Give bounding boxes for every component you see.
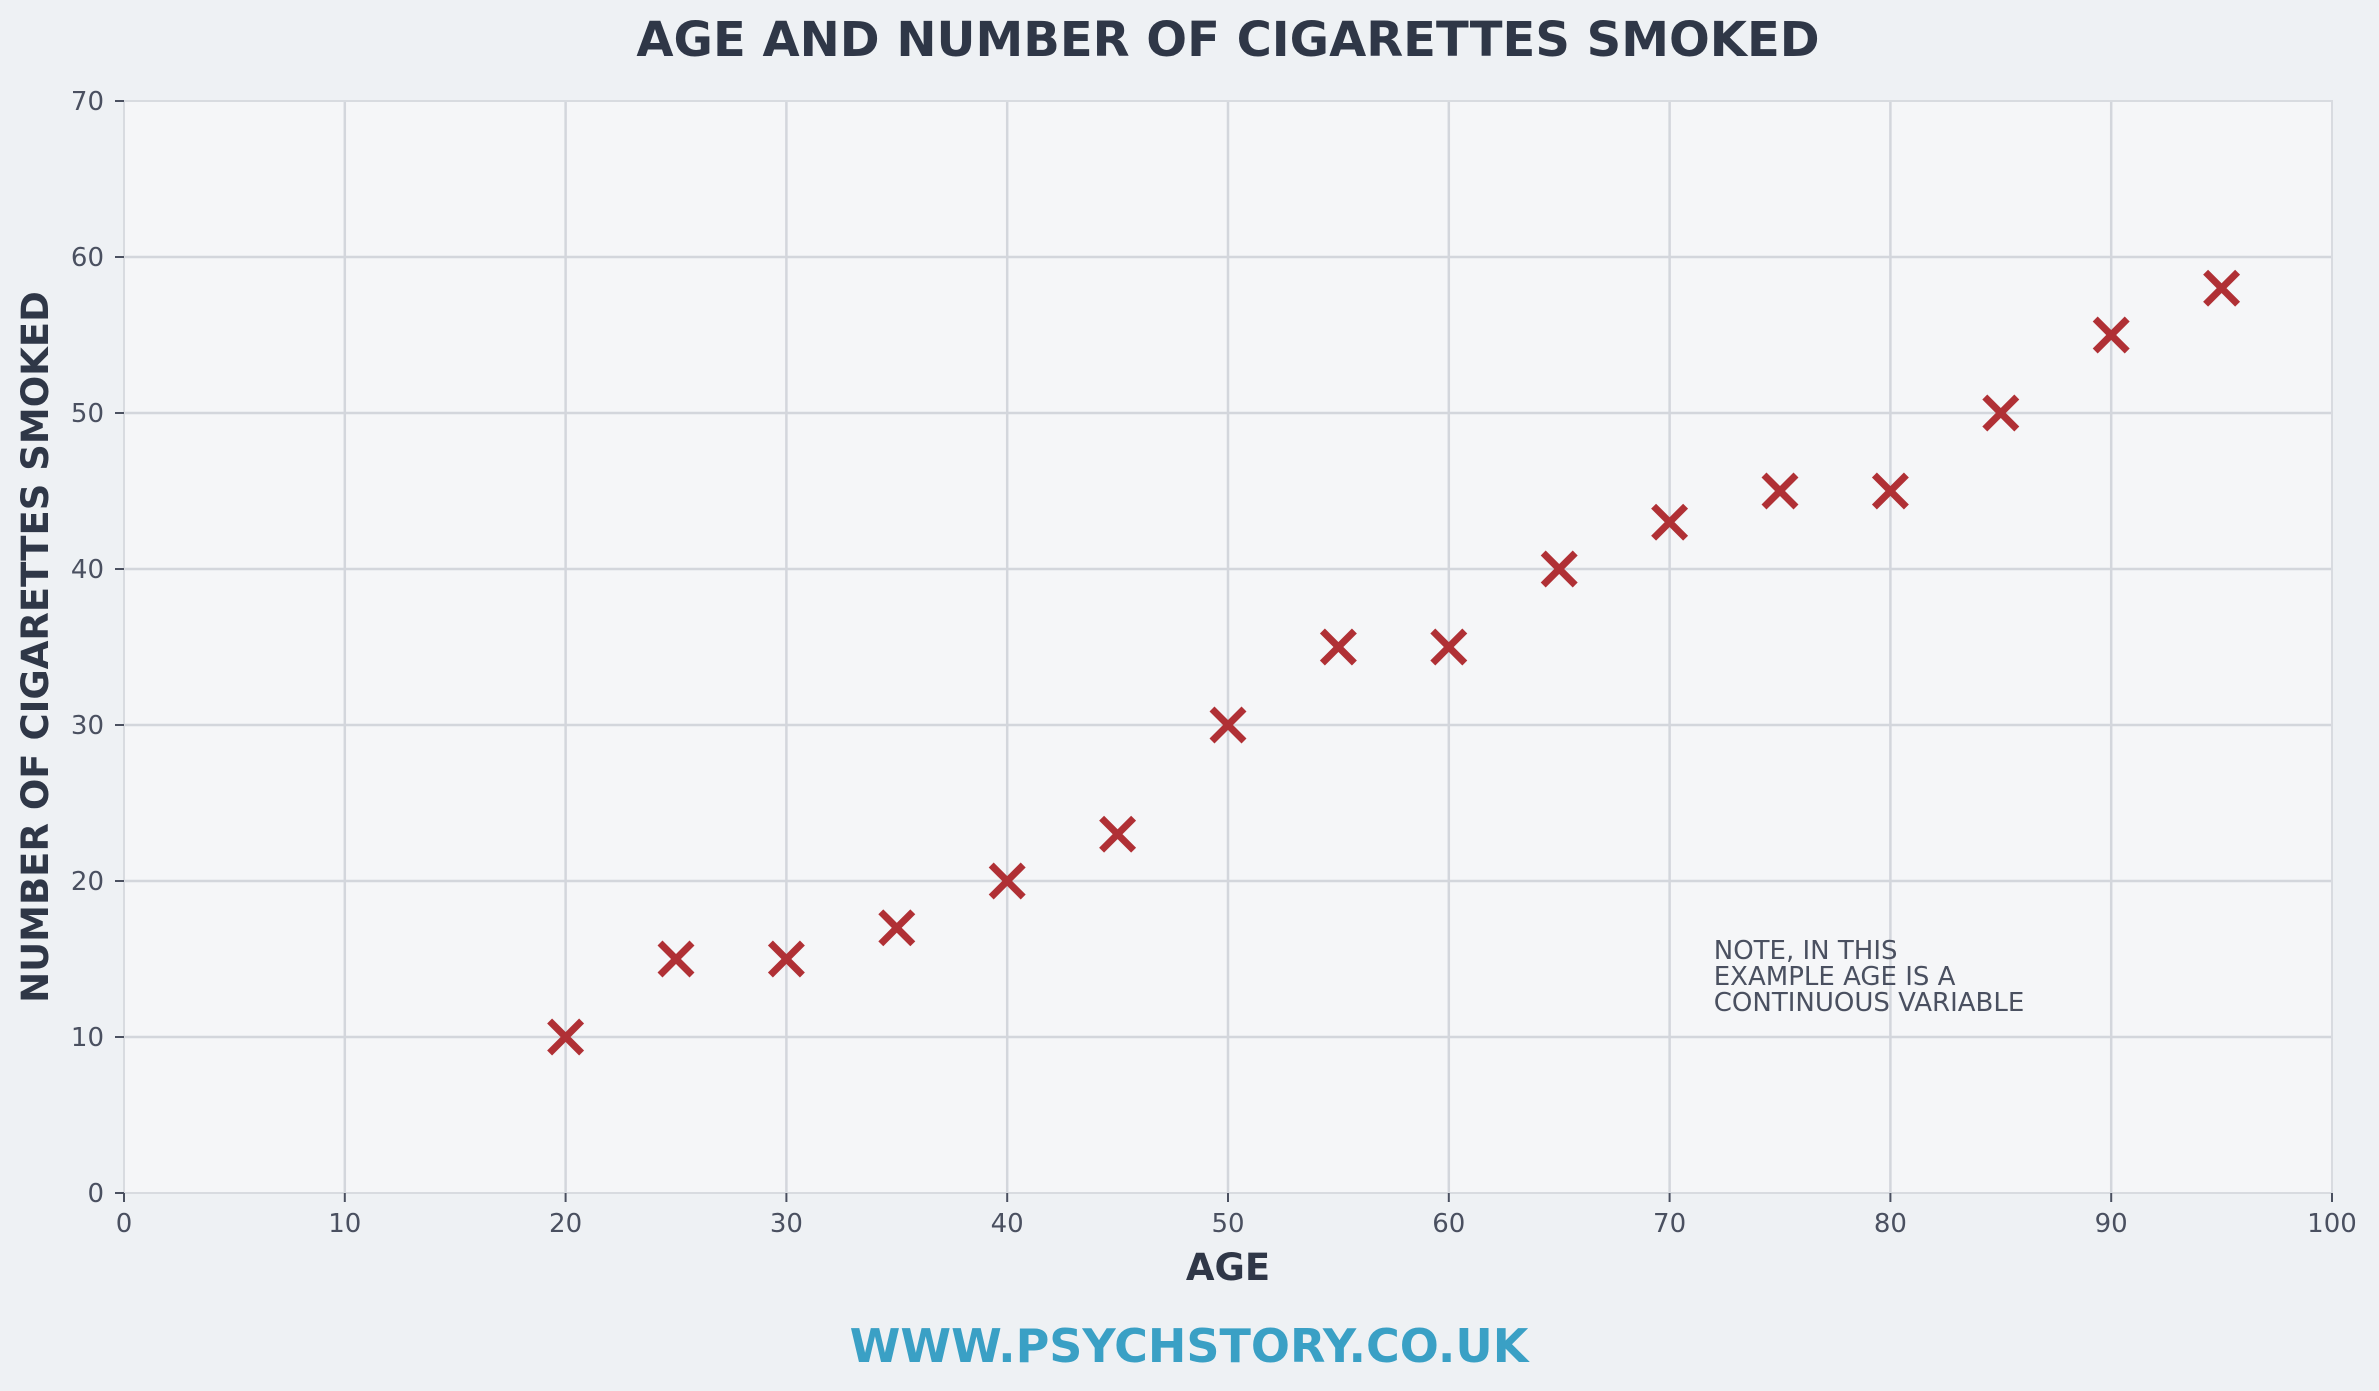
data-point-marker [2203, 269, 2241, 307]
x-tick-label: 20 [549, 1209, 582, 1239]
data-point-marker [1651, 503, 1689, 541]
y-tick-label: 0 [87, 1179, 104, 1209]
data-point-marker [988, 862, 1026, 900]
data-point-marker [1209, 706, 1247, 744]
x-tick-label: 0 [116, 1209, 133, 1239]
annotation-line: EXAMPLE AGE IS A [1714, 962, 1956, 992]
x-tick-label: 30 [770, 1209, 803, 1239]
y-tick-label: 40 [71, 555, 104, 585]
x-tick-label: 70 [1653, 1209, 1686, 1239]
x-tick-label: 80 [1874, 1209, 1907, 1239]
data-point-marker [1540, 550, 1578, 588]
y-tick-label: 10 [71, 1023, 104, 1053]
data-point-marker [547, 1018, 585, 1056]
data-point-marker [1871, 472, 1909, 510]
x-tick-label: 60 [1432, 1209, 1465, 1239]
y-tick-label: 20 [71, 867, 104, 897]
annotation-line: NOTE, IN THIS [1714, 936, 1898, 966]
axis-ticks: 0 10 20 30 40 50 60 70 80 90 100 0 10 20 30 40 50 60 70 [71, 87, 2357, 1239]
data-point-marker [2092, 316, 2130, 354]
y-axis-label: NUMBER OF CIGARETTES SMOKED [14, 291, 57, 1003]
x-tick-label: 40 [991, 1209, 1024, 1239]
x-tick-label: 100 [2307, 1209, 2357, 1239]
chart-annotation: NOTE, IN THIS EXAMPLE AGE IS A CONTINUOUS … [1714, 936, 2025, 1018]
data-point-marker [1982, 394, 2020, 432]
y-tick-label: 70 [71, 87, 104, 117]
x-tick-label: 50 [1211, 1209, 1244, 1239]
y-tick-label: 60 [71, 243, 104, 273]
data-point-marker [1430, 628, 1468, 666]
x-tick-label: 10 [328, 1209, 361, 1239]
data-points [547, 269, 2241, 1056]
data-point-marker [1761, 472, 1799, 510]
annotation-line: CONTINUOUS VARIABLE [1714, 988, 2025, 1018]
data-point-marker [767, 940, 805, 978]
data-point-marker [657, 940, 695, 978]
y-tick-label: 30 [71, 711, 104, 741]
data-point-marker [1099, 815, 1137, 853]
y-tick-label: 50 [71, 399, 104, 429]
footer-website-link[interactable]: WWW.PSYCHSTORY.CO.UK [850, 1319, 1531, 1373]
x-axis-label: AGE [1186, 1246, 1270, 1289]
data-point-marker [1319, 628, 1357, 666]
chart-title: AGE AND NUMBER OF CIGARETTES SMOKED [636, 12, 1819, 68]
grid-lines [124, 101, 2332, 1193]
data-point-marker [878, 909, 916, 947]
x-tick-label: 90 [2095, 1209, 2128, 1239]
